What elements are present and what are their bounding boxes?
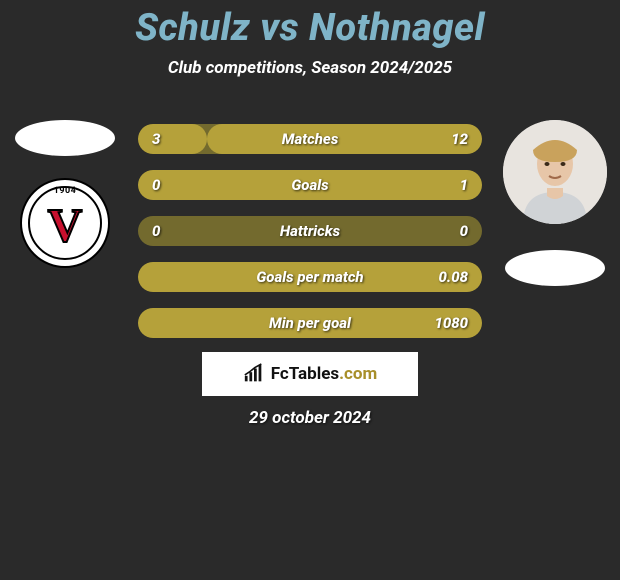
stat-label: Matches [282,130,339,148]
stat-left-value: 3 [152,130,160,148]
right-player-photo [503,120,607,224]
left-club-logo: 1904 V [20,178,110,268]
site-logo: FcTables.com [202,352,418,396]
club-letter: V [48,199,83,254]
stat-bars: 3 Matches 12 0 Goals 1 0 Hattricks 0 Goals per ma… [138,124,482,354]
stat-bar: Goals per match 0.08 [138,262,482,292]
chart-icon [243,363,265,385]
right-player-column [500,120,610,286]
stat-bar: 0 Hattricks 0 [138,216,482,246]
stat-bar: 0 Goals 1 [138,170,482,200]
stat-label: Min per goal [269,314,351,332]
stat-label: Hattricks [280,222,340,240]
stat-right-value: 1080 [434,314,468,332]
stat-bar: 3 Matches 12 [138,124,482,154]
player-left-name: Schulz [135,6,250,50]
stat-left-value: 0 [152,222,160,240]
comparison-date: 29 october 2024 [249,408,371,428]
left-player-column: 1904 V [10,120,120,268]
comparison-subtitle: Club competitions, Season 2024/2025 [0,58,620,78]
right-country-flag [505,250,605,286]
stat-label: Goals per match [256,268,363,286]
comparison-title: Schulz vs Nothnagel [0,0,620,50]
player-right-name: Nothnagel [309,6,485,50]
stat-right-value: 0.08 [439,268,468,286]
vs-text: vs [260,6,299,50]
site-name: FcTables.com [271,364,377,384]
stat-label: Goals [291,176,328,194]
club-year: 1904 [54,186,77,196]
stat-right-value: 0 [460,222,468,240]
left-country-flag [15,120,115,156]
stat-bar: Min per goal 1080 [138,308,482,338]
stat-right-value: 12 [451,130,468,148]
stat-right-value: 1 [460,176,468,194]
stat-left-value: 0 [152,176,160,194]
